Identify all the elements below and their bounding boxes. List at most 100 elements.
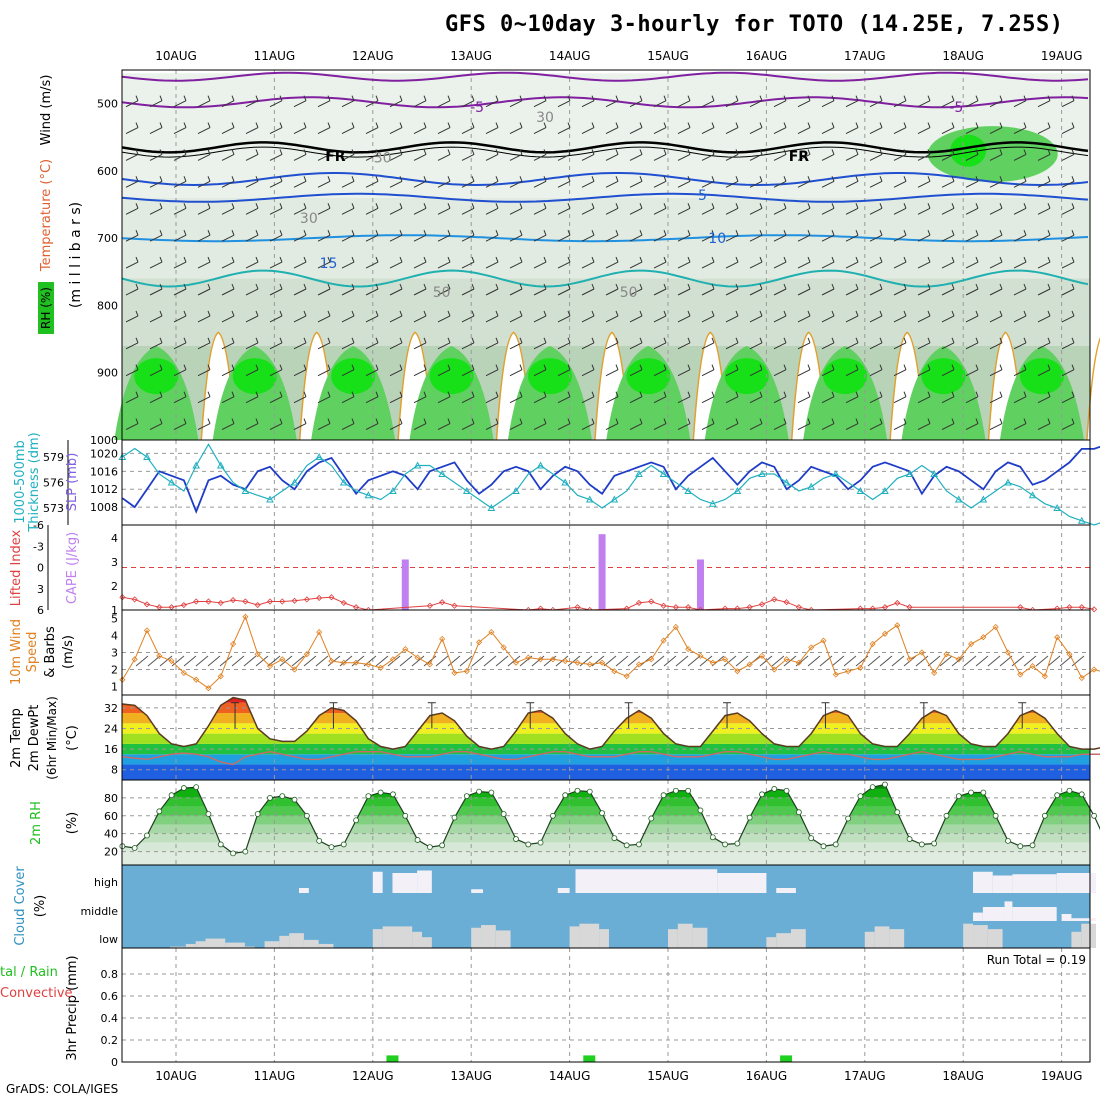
wind-barb — [917, 154, 931, 161]
wind-barb-flag — [615, 176, 619, 182]
wind-point — [193, 676, 200, 683]
wind-barb-flag — [543, 283, 547, 290]
wind-barb-flag — [567, 95, 571, 101]
wind-barb — [605, 369, 619, 377]
wind-barb-flag — [231, 95, 235, 101]
wind-barb — [365, 127, 379, 134]
wind-barb — [485, 315, 499, 323]
wind-barb — [317, 234, 331, 242]
wind-barb — [1061, 261, 1075, 269]
wind-barb-flag — [207, 310, 211, 317]
wind-barb-flag — [1071, 203, 1075, 209]
wind-barb — [605, 342, 619, 350]
wind-point — [1041, 673, 1048, 680]
wind-barb — [195, 655, 209, 667]
wind-barb — [365, 100, 379, 108]
rh-core — [527, 358, 572, 395]
wind-barb — [869, 342, 883, 350]
wind-barb-flag — [279, 95, 283, 101]
wind-barb-flag — [711, 176, 715, 182]
wind-barb — [701, 261, 715, 269]
wind-barb-flag — [903, 310, 907, 317]
y-tick-label: 40 — [104, 828, 118, 841]
wind-barb-flag — [495, 95, 499, 101]
rh-point — [808, 835, 815, 842]
wind-barb — [1061, 154, 1075, 161]
cloud-low-block — [422, 937, 432, 948]
wind-point — [439, 635, 446, 642]
thickness-point — [487, 503, 496, 511]
wind-barb-flag — [495, 149, 499, 155]
wind-point — [562, 657, 569, 665]
wind-barb — [269, 423, 283, 430]
wind-barb — [701, 180, 715, 188]
wind-barb-flag — [1071, 95, 1075, 101]
cloud-middle-block — [1004, 901, 1013, 921]
wind-point — [230, 640, 237, 648]
wind-barb — [1061, 288, 1075, 296]
wind-barb-flag — [303, 418, 307, 424]
wind-barb — [845, 261, 859, 269]
wind-point — [512, 659, 520, 666]
li-point — [131, 596, 138, 603]
wind-barb — [653, 180, 667, 188]
wind-barb-flag — [447, 391, 451, 397]
thickness-point — [856, 486, 865, 494]
wind-barb-flag — [783, 337, 787, 344]
wind-barb — [867, 655, 881, 667]
wind-barb — [845, 154, 859, 161]
wind-barb — [125, 423, 139, 430]
cloud-high-block — [973, 871, 993, 893]
wind-barb-flag — [855, 310, 859, 317]
wind-point — [1066, 651, 1073, 658]
wind-barb — [677, 261, 691, 269]
wind-barb — [749, 423, 763, 430]
li-point — [783, 599, 790, 606]
wind-barb-flag — [543, 229, 547, 236]
wind-barb-flag — [735, 229, 739, 236]
wind-barb — [317, 423, 331, 430]
wind-point — [426, 661, 433, 668]
rh-point — [882, 781, 888, 788]
wind-barb — [557, 207, 571, 215]
wind-barb — [653, 423, 667, 430]
wind-barb-flag — [951, 95, 955, 101]
wind-barb — [221, 288, 235, 296]
wind-barb-flag — [1047, 391, 1051, 397]
wind-barb-flag — [879, 256, 883, 263]
wind-barb — [677, 369, 691, 377]
wind-barb — [245, 423, 259, 430]
wind-barb-flag — [303, 256, 307, 263]
date-label-top: 11AUG — [254, 49, 296, 63]
cloud-low-block — [599, 929, 609, 948]
wind-barb — [845, 288, 859, 296]
wind-barb-flag — [351, 176, 355, 182]
rh-point — [513, 836, 519, 842]
wind-barb — [773, 207, 787, 215]
wind-barb-flag — [255, 283, 259, 290]
date-label-bottom: 10AUG — [155, 1069, 197, 1083]
wind-barb — [701, 207, 715, 215]
wind-barb — [509, 288, 523, 296]
date-label-top: 12AUG — [352, 49, 394, 63]
wind-barb — [1047, 655, 1061, 667]
wind-barb-flag — [759, 283, 763, 290]
wind-barb-flag — [807, 418, 811, 424]
wind-barb — [461, 369, 475, 377]
rh-point — [1041, 812, 1048, 819]
wind-barb-flag — [135, 283, 139, 290]
wind-barb — [423, 655, 437, 667]
wind-barb-flag — [183, 391, 187, 397]
wind-barb — [845, 369, 859, 377]
cloud-high-block — [417, 870, 432, 893]
y-tick-label: 3 — [111, 556, 118, 569]
wind-barb-flag — [687, 95, 691, 101]
cloud-low-block — [668, 929, 678, 948]
wind-barb — [1037, 127, 1051, 134]
wind-barb-flag — [783, 418, 787, 424]
wind-barb — [989, 100, 1003, 108]
wind-barb — [149, 234, 163, 242]
wind-barb — [173, 234, 187, 242]
wind-barb — [821, 315, 835, 323]
